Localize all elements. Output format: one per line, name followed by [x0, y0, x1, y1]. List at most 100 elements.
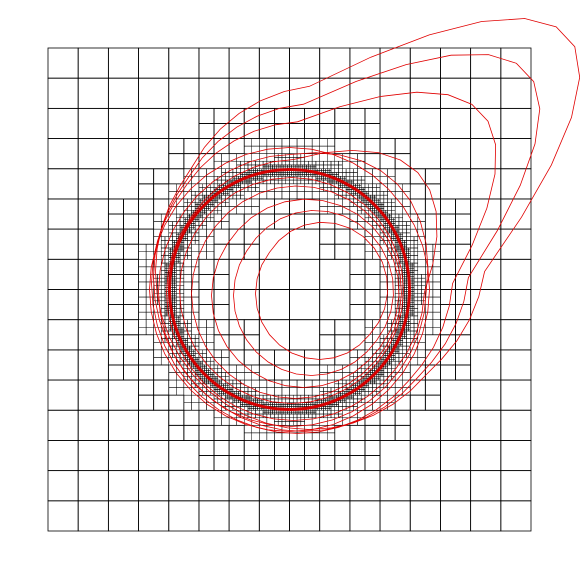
mesh-cell	[196, 357, 200, 360]
mesh-cell	[289, 413, 294, 419]
mesh-cell	[210, 383, 213, 386]
mesh-cell	[440, 364, 456, 381]
mesh-cell	[470, 440, 502, 472]
mesh-cell	[168, 372, 177, 381]
mesh-cell	[294, 411, 298, 415]
mesh-cell	[404, 279, 407, 283]
mesh-cell	[357, 393, 360, 396]
mesh-cell	[360, 183, 366, 188]
mesh-cell	[334, 164, 339, 169]
mesh-cell	[228, 198, 237, 207]
mesh-cell	[259, 168, 262, 171]
mesh-cell	[206, 372, 209, 375]
mesh-cell	[138, 364, 155, 381]
mesh-cell	[107, 334, 124, 351]
mesh-cell	[421, 285, 426, 290]
mesh-cell	[398, 327, 402, 330]
mesh-cell	[404, 302, 407, 305]
mesh-cell	[289, 421, 294, 426]
mesh-cell	[228, 47, 260, 79]
mesh-cell	[402, 232, 407, 237]
mesh-cell	[168, 330, 173, 336]
mesh-cell	[272, 164, 275, 168]
mesh-cell	[183, 153, 200, 170]
mesh-cell	[364, 176, 373, 185]
mesh-cell	[374, 379, 377, 383]
mesh-cell	[411, 311, 415, 315]
mesh-cell	[208, 374, 211, 377]
mesh-cell	[236, 176, 239, 179]
mesh-cell	[411, 277, 415, 281]
mesh-cell	[432, 259, 441, 268]
contour-lines	[149, 18, 580, 434]
mesh-cell	[213, 357, 222, 366]
mesh-cell	[177, 321, 181, 324]
mesh-cell	[408, 313, 411, 317]
mesh-cell	[77, 289, 109, 321]
mesh-cell	[381, 357, 385, 360]
mesh-cell	[168, 240, 173, 245]
mesh-cell	[319, 206, 328, 215]
mesh-cell	[366, 385, 369, 388]
mesh-cell	[221, 393, 224, 396]
mesh-cell	[400, 340, 403, 343]
mesh-cell	[327, 160, 332, 166]
mesh-cell	[404, 240, 407, 243]
mesh-cell	[160, 266, 166, 271]
mesh-cell	[249, 181, 252, 185]
mesh-cell	[164, 302, 168, 305]
mesh-cell	[376, 198, 379, 202]
mesh-cell	[304, 364, 321, 381]
mesh-cell	[185, 340, 188, 343]
mesh-cell	[240, 194, 245, 200]
mesh-cell	[191, 362, 194, 366]
mesh-cell	[208, 370, 211, 373]
mesh-cell	[213, 440, 230, 456]
mesh-cell	[198, 198, 202, 202]
mesh-cell	[406, 255, 409, 258]
mesh-cell	[313, 164, 317, 168]
mesh-cell	[221, 194, 226, 200]
mesh-cell	[330, 172, 334, 175]
mesh-cell	[404, 328, 407, 332]
mesh-cell	[289, 179, 294, 185]
mesh-cell	[245, 179, 249, 183]
mesh-cell	[360, 198, 364, 202]
mesh-cell	[417, 342, 426, 351]
mesh-cell	[221, 193, 224, 196]
mesh-cell	[400, 232, 403, 236]
mesh-cell	[362, 387, 366, 390]
mesh-cell	[319, 228, 336, 245]
mesh-cell	[408, 251, 411, 254]
mesh-cell	[266, 164, 269, 168]
mesh-cell	[259, 183, 268, 192]
mesh-cell	[272, 411, 275, 415]
mesh-cell	[319, 470, 351, 502]
mesh-cell	[276, 164, 279, 168]
mesh-cell	[259, 400, 262, 403]
mesh-cell	[249, 398, 252, 402]
mesh-cell	[176, 198, 185, 207]
mesh-cell	[213, 200, 217, 203]
mesh-cell	[372, 183, 377, 188]
mesh-cell	[359, 183, 362, 186]
mesh-cell	[176, 259, 179, 262]
mesh-cell	[411, 274, 415, 277]
mesh-cell	[319, 107, 336, 124]
mesh-cell	[183, 236, 186, 239]
mesh-cell	[323, 406, 326, 409]
contour-line-inner	[191, 185, 402, 399]
mesh-cell	[372, 176, 381, 185]
mesh-cell	[379, 289, 388, 298]
mesh-cell	[187, 215, 190, 219]
mesh-cell	[315, 164, 320, 169]
mesh-cell	[396, 351, 400, 354]
mesh-cell	[424, 228, 441, 245]
mesh-cell	[206, 327, 215, 336]
mesh-cell	[360, 196, 364, 200]
mesh-cell	[228, 206, 237, 215]
mesh-cell	[402, 243, 405, 247]
mesh-cell	[298, 404, 302, 407]
mesh-cell	[404, 304, 407, 307]
